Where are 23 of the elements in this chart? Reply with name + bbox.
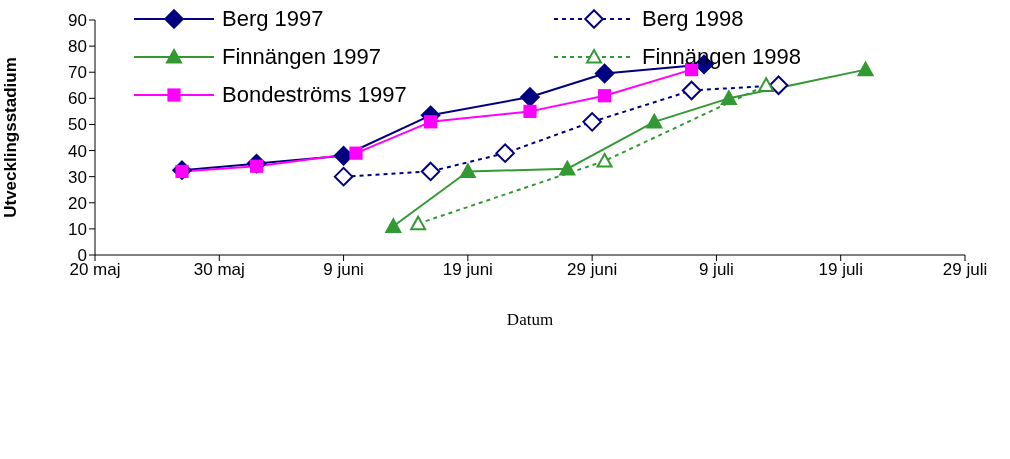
x-tick-label: 9 juni: [323, 260, 364, 280]
legend-label: Berg 1997: [222, 6, 324, 32]
y-tick-label: 50: [68, 115, 87, 135]
y-tick-label: 20: [68, 193, 87, 213]
x-tick-label: 29 juli: [942, 260, 988, 280]
y-tick-label: 60: [68, 89, 87, 109]
legend-label: Berg 1998: [642, 6, 744, 32]
y-tick-label: 70: [68, 63, 87, 83]
x-tick-label: 9 juli: [698, 260, 734, 280]
y-tick-label: 10: [68, 219, 87, 239]
y-tick-label: 80: [68, 37, 87, 57]
x-tick-label: 19 juni: [442, 260, 493, 280]
y-axis-title: Utvecklingsstadium: [1, 57, 21, 218]
x-tick-label: 19 juli: [818, 260, 863, 280]
legend-label: Finnängen 1998: [642, 44, 802, 70]
legend-label: Finnängen 1997: [222, 44, 382, 70]
x-axis-title: Datum: [506, 310, 554, 329]
y-tick-label: 30: [68, 167, 87, 187]
y-tick-label: 90: [68, 11, 87, 31]
x-tick-label: 29 juni: [567, 260, 618, 280]
x-tick-label: 30 maj: [193, 260, 245, 280]
legend-label: Bondeströms 1997: [222, 82, 407, 108]
y-tick-label: 40: [68, 141, 87, 161]
